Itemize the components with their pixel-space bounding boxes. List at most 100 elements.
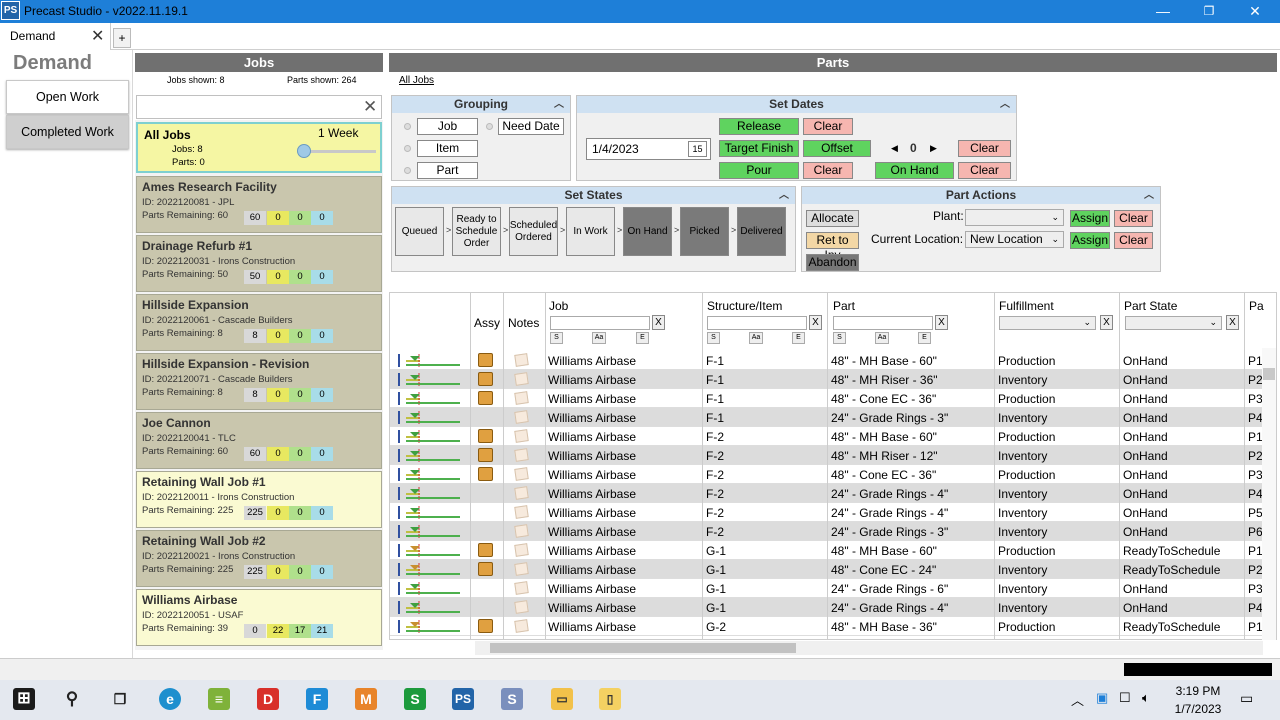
chevron-up-icon[interactable]: ︿: [1071, 693, 1085, 708]
part-state-filter-clear-button[interactable]: X: [1226, 315, 1239, 330]
horizontal-scroll-thumb[interactable]: [490, 643, 796, 653]
minimize-icon[interactable]: —: [1156, 3, 1170, 19]
assembly-icon[interactable]: [478, 372, 493, 386]
table-row[interactable]: Williams Airbase F-1 24" - Grade Rings - 3…: [390, 408, 1276, 427]
jobs-search-input[interactable]: [136, 95, 382, 119]
table-row[interactable]: Williams Airbase G-1 48" - Cone EC - 24" In…: [390, 560, 1276, 579]
notes-icon[interactable]: [514, 410, 529, 424]
location-select[interactable]: New Location ⌄: [965, 231, 1064, 248]
search-icon[interactable]: ⚲: [65, 689, 79, 708]
group-item-radio[interactable]: [404, 145, 411, 152]
windows-start-icon[interactable]: ⊞: [13, 688, 35, 710]
offset-button[interactable]: Offset: [803, 140, 871, 157]
network-app-icon[interactable]: ▣: [1096, 690, 1109, 705]
job-card[interactable]: Hillside Expansion ID: 2022120061 - Casca…: [136, 294, 382, 351]
part-actions-header[interactable]: Part Actions ︿: [802, 187, 1160, 204]
table-row[interactable]: Williams Airbase F-2 48" - Cone EC - 36" Pr…: [390, 465, 1276, 484]
column-header-more[interactable]: Pa: [1249, 299, 1264, 313]
notes-icon[interactable]: [514, 581, 529, 595]
assembly-icon[interactable]: [478, 562, 493, 576]
state-queued-button[interactable]: Queued: [395, 207, 444, 256]
clock-date[interactable]: 1/7/2023: [1174, 702, 1222, 716]
notes-icon[interactable]: [514, 524, 529, 538]
state-in-work-button[interactable]: In Work: [566, 207, 615, 256]
notes-icon[interactable]: [514, 543, 529, 557]
offset-clear-button[interactable]: Clear: [958, 140, 1011, 157]
job-card[interactable]: Hillside Expansion - Revision ID: 2022120…: [136, 353, 382, 410]
fulfillment-filter-clear-button[interactable]: X: [1100, 315, 1113, 330]
set-dates-header[interactable]: Set Dates ︿: [577, 96, 1016, 113]
table-row[interactable]: Williams Airbase F-2 24" - Grade Rings - 4…: [390, 484, 1276, 503]
precast-studio-icon[interactable]: PS: [452, 688, 474, 710]
completed-work-button[interactable]: Completed Work: [6, 115, 129, 149]
all-jobs-card[interactable]: All Jobs 1 Week Jobs: 8 Parts: 0: [136, 122, 382, 173]
table-row[interactable]: Williams Airbase F-2 24" - Grade Rings - 4…: [390, 503, 1276, 522]
location-assign-button[interactable]: Assign: [1070, 232, 1110, 249]
notes-icon[interactable]: [514, 600, 529, 614]
group-job-button[interactable]: Job: [417, 118, 478, 135]
vertical-scrollbar[interactable]: [1262, 348, 1276, 640]
group-part-button[interactable]: Part: [417, 162, 478, 179]
plant-assign-button[interactable]: Assign: [1070, 210, 1110, 227]
table-row[interactable]: Williams Airbase G-1 24" - Grade Rings - 4…: [390, 598, 1276, 617]
column-header-part-state[interactable]: Part State: [1124, 299, 1178, 313]
plant-clear-button[interactable]: Clear: [1114, 210, 1153, 227]
group-item-button[interactable]: Item: [417, 140, 478, 157]
on-hand-clear-button[interactable]: Clear: [958, 162, 1011, 179]
allocate-button[interactable]: Allocate: [806, 210, 859, 227]
on-hand-date-button[interactable]: On Hand: [875, 162, 954, 179]
job-card[interactable]: Ames Research Facility ID: 2022120081 - J…: [136, 176, 382, 233]
table-row[interactable]: Williams Airbase F-1 48" - Cone EC - 36" Pr…: [390, 389, 1276, 408]
structure-filter-ends-button[interactable]: E: [792, 332, 805, 344]
notes-icon[interactable]: [514, 562, 529, 576]
edge-icon[interactable]: e: [159, 688, 181, 710]
state-scheduled-button[interactable]: Scheduled Ordered: [509, 207, 558, 256]
notes-icon[interactable]: [514, 448, 529, 462]
part-filter-ends-button[interactable]: E: [918, 332, 931, 344]
column-header-fulfillment[interactable]: Fulfillment: [999, 299, 1054, 313]
abandon-button[interactable]: Abandon: [806, 254, 859, 271]
file-explorer-icon[interactable]: ▭: [551, 688, 573, 710]
job-filter-case-button[interactable]: Aa: [592, 332, 606, 344]
assembly-icon[interactable]: [478, 353, 493, 367]
assembly-icon[interactable]: [478, 429, 493, 443]
job-filter-input[interactable]: [550, 316, 650, 330]
clear-search-icon[interactable]: ✕: [363, 97, 378, 116]
group-need-date-button[interactable]: Need Date: [498, 118, 564, 135]
table-row[interactable]: Williams Airbase G-1 48" - MH Base - 60" Pr…: [390, 541, 1276, 560]
date-picker-input[interactable]: 1/4/2023: [586, 138, 711, 160]
offset-decrement-icon[interactable]: ◀: [891, 143, 898, 153]
restore-icon[interactable]: ❐: [1203, 4, 1215, 18]
group-need-date-radio[interactable]: [486, 123, 493, 130]
release-clear-button[interactable]: Clear: [803, 118, 853, 135]
group-job-radio[interactable]: [404, 123, 411, 130]
state-on-hand-button[interactable]: On Hand: [623, 207, 672, 256]
collapse-icon[interactable]: ︿: [1000, 99, 1010, 110]
table-row[interactable]: Williams Airbase F-2 48" - MH Riser - 12" I…: [390, 446, 1276, 465]
column-header-job[interactable]: Job: [549, 299, 569, 313]
job-card[interactable]: Retaining Wall Job #1 ID: 2022120011 - Ir…: [136, 471, 382, 528]
app-m-icon[interactable]: M: [355, 688, 377, 710]
table-row[interactable]: Williams Airbase F-2 48" - MH Base - 60" Pr…: [390, 427, 1276, 446]
part-filter-clear-button[interactable]: X: [935, 315, 948, 330]
app-f-icon[interactable]: F: [306, 688, 328, 710]
location-clear-button[interactable]: Clear: [1114, 232, 1153, 249]
close-tab-icon[interactable]: ✕: [91, 28, 105, 45]
assembly-icon[interactable]: [478, 448, 493, 462]
column-header-notes[interactable]: Notes: [508, 316, 540, 330]
collapse-icon[interactable]: ︿: [1144, 190, 1154, 201]
job-card[interactable]: Drainage Refurb #1 ID: 2022120031 - Irons…: [136, 235, 382, 292]
state-picked-button[interactable]: Picked: [680, 207, 729, 256]
notes-icon[interactable]: [514, 505, 529, 519]
calendar-icon[interactable]: 15: [688, 141, 707, 157]
offset-increment-icon[interactable]: ▶: [930, 143, 937, 153]
assembly-icon[interactable]: [478, 543, 493, 557]
network-icon[interactable]: ☐: [1119, 690, 1131, 705]
notes-icon[interactable]: [514, 372, 529, 386]
structure-filter-case-button[interactable]: Aa: [749, 332, 763, 344]
notes-icon[interactable]: [514, 467, 529, 481]
clock-time[interactable]: 3:19 PM: [1175, 684, 1221, 698]
table-row[interactable]: Williams Airbase F-2 24" - Grade Rings - 3…: [390, 522, 1276, 541]
job-card[interactable]: Joe Cannon ID: 2022120041 - TLC Parts Rema…: [136, 412, 382, 469]
part-filter-case-button[interactable]: Aa: [875, 332, 889, 344]
